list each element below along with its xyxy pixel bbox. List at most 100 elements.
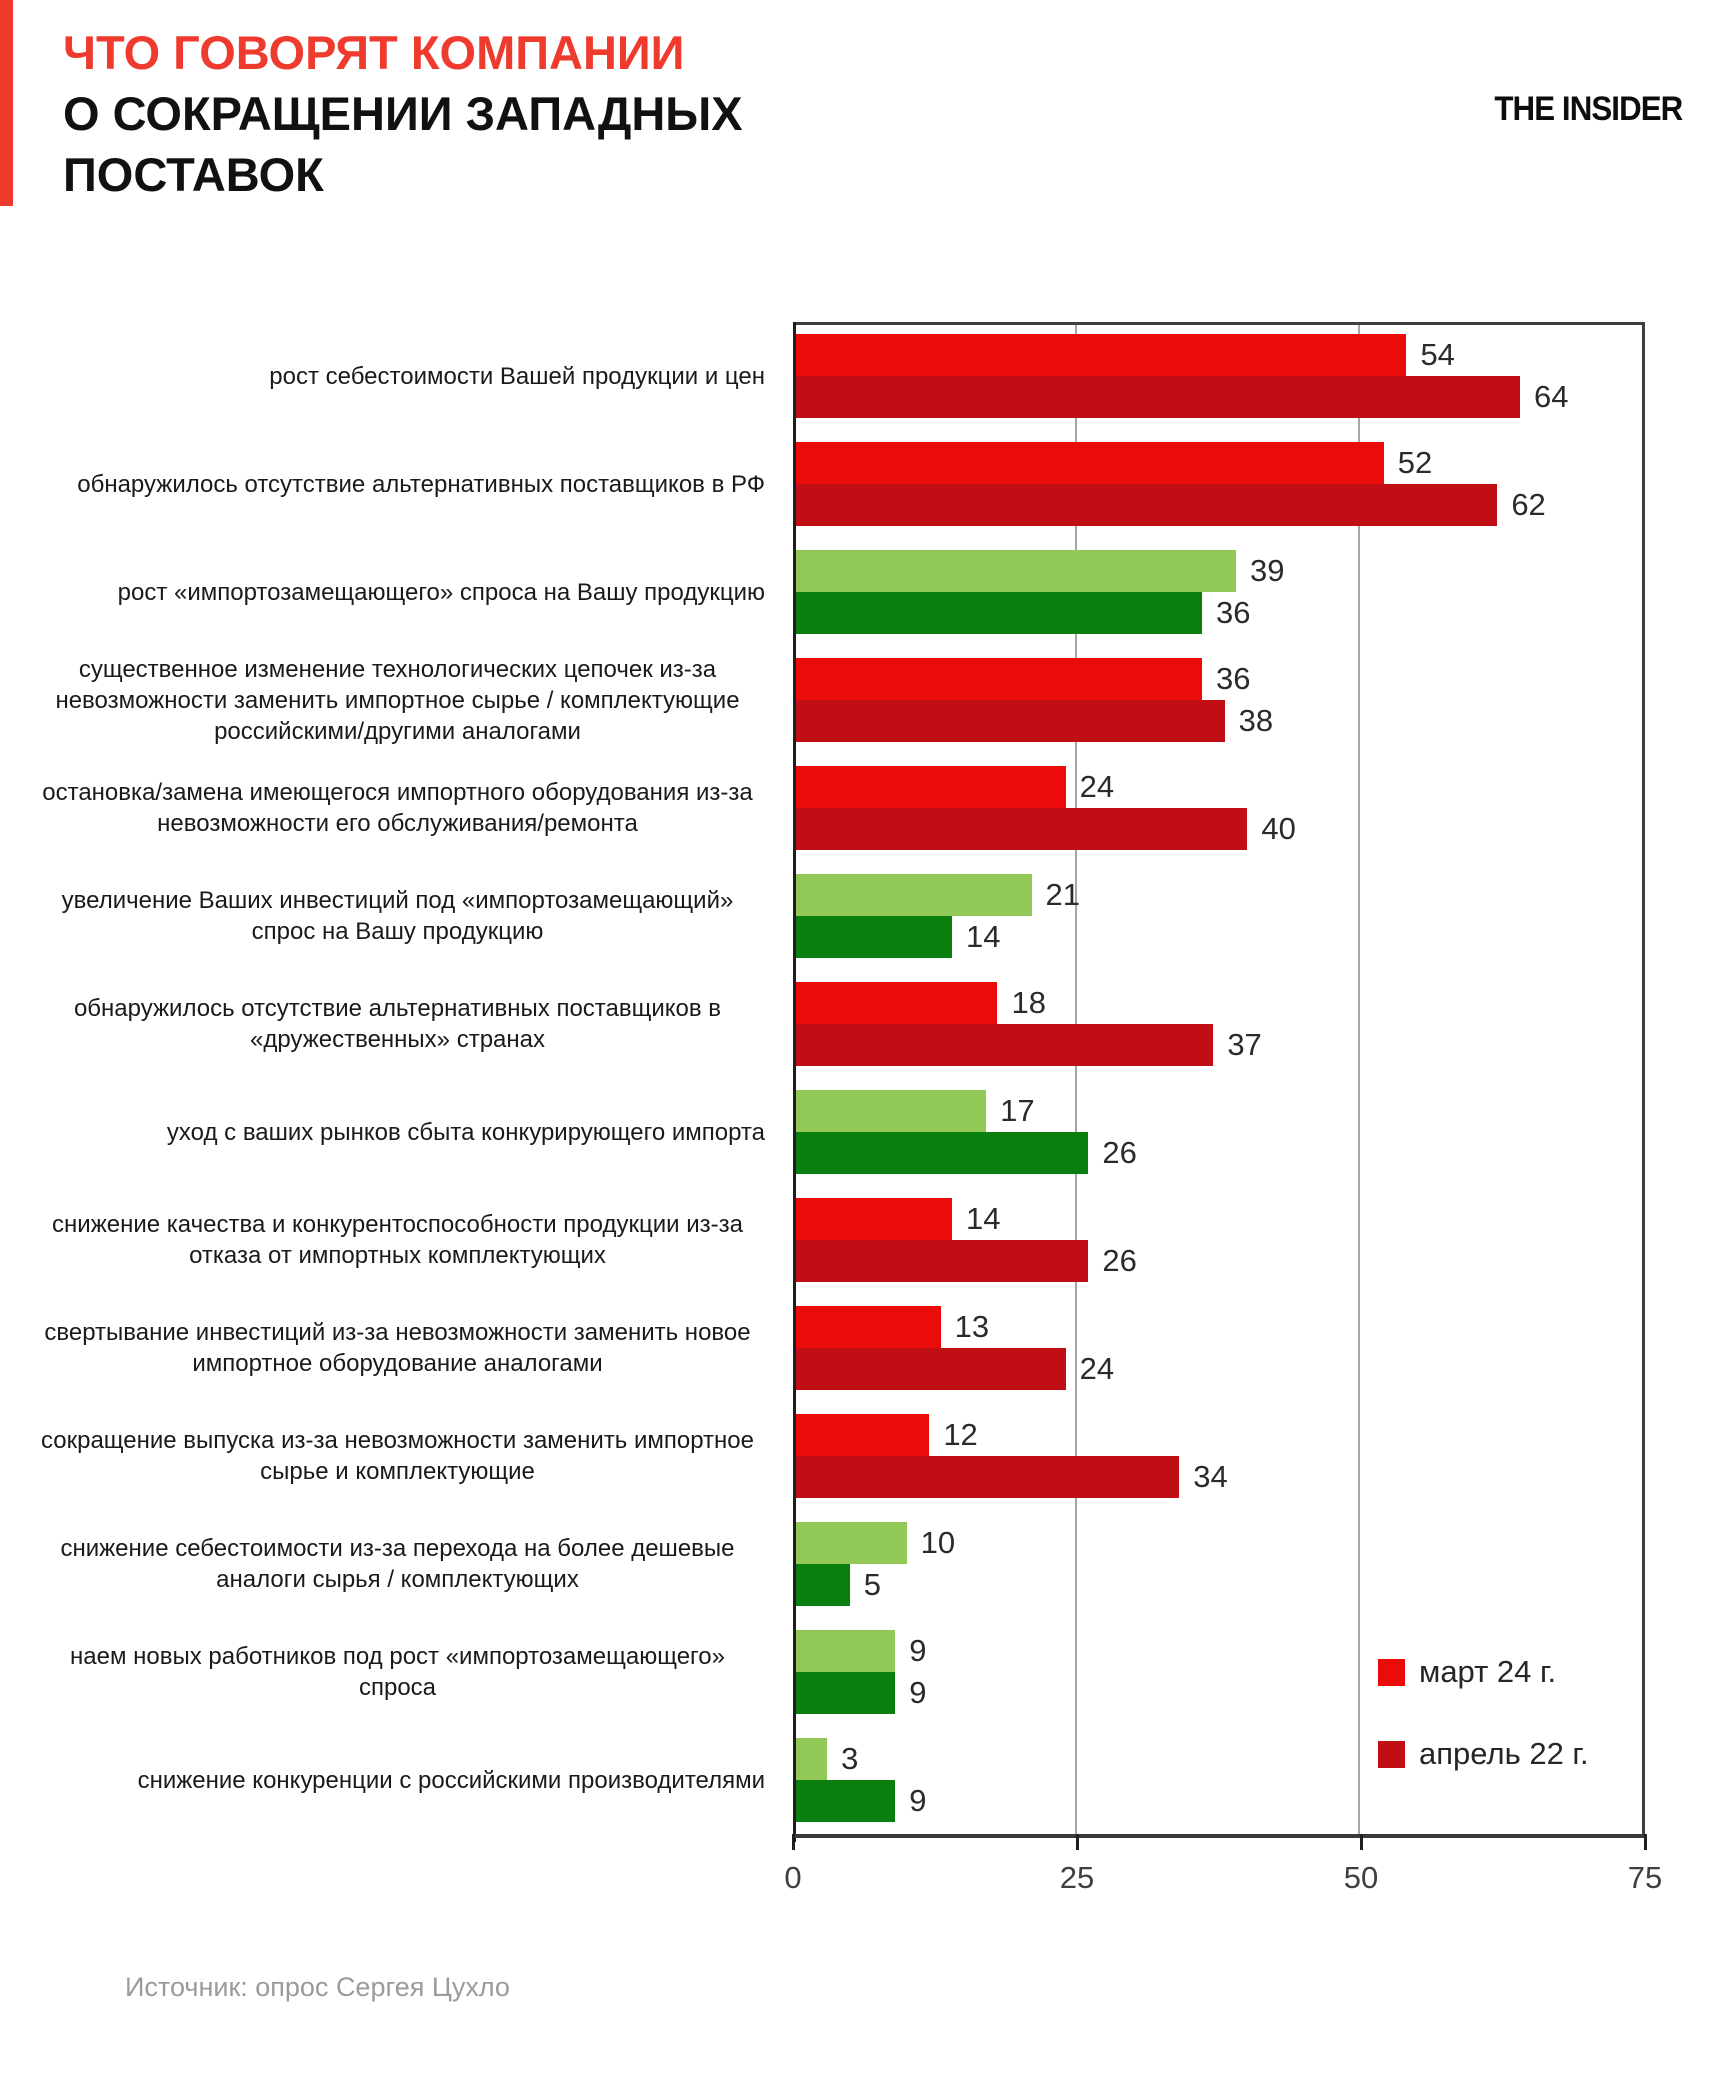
bar-march-24 [793,1198,953,1240]
bar-march-24 [793,1630,896,1672]
bars-cell: 12 34 [793,1402,1645,1510]
bar-value-label: 62 [1511,487,1546,522]
x-tick-mark-0 [792,1834,795,1850]
bar-march-24 [793,1522,907,1564]
bar-value-label: 37 [1227,1027,1262,1062]
category-label: остановка/замена имеющегося импортного о… [42,779,753,837]
bar-value-label: 10 [920,1525,956,1560]
bars-cell: 17 26 [793,1078,1645,1186]
bars-cell: 39 36 [793,538,1645,646]
chart-row: снижение качества и конкурентоспособност… [0,1186,1732,1294]
category-label: снижение конкуренции с российскими произ… [137,1766,765,1794]
category-label-cell: свертывание инвестиций из-за невозможнос… [0,1294,765,1402]
bar-march-24 [793,334,1407,376]
chart-row: увеличение Ваших инвестиций под «импорто… [0,862,1732,970]
x-axis-line [793,1834,1645,1838]
category-label-cell: рост «импортозамещающего» спроса на Вашу… [0,538,765,646]
bar-value-label: 38 [1238,703,1274,738]
bar-value-label: 21 [1045,877,1081,912]
bar-value-label: 3 [841,1741,859,1776]
category-label-cell: существенное изменение технологических ц… [0,646,765,754]
bar-march-24 [793,1306,941,1348]
plot-area [793,322,1645,1834]
bar-value-label: 18 [1011,985,1046,1020]
chart-row: обнаружилось отсутствие альтернативных п… [0,970,1732,1078]
the-insider-logo: THE INSIDER [1493,90,1683,128]
bar-value-label: 36 [1215,661,1251,696]
bar-march-24 [793,658,1202,700]
x-tick-label-50: 50 [1343,1860,1379,1895]
bar-march-24 [793,442,1384,484]
category-label: обнаружилось отсутствие альтернативных п… [73,995,722,1053]
bar-march-24 [793,982,998,1024]
chart-row: рост себестоимости Вашей продукции и цен… [0,322,1732,430]
bar-march-24 [793,874,1032,916]
x-tick-label-0: 0 [784,1860,802,1895]
bar-value-label: 39 [1250,553,1285,588]
x-tick-mark-75 [1644,1834,1647,1850]
bar-value-label: 17 [1000,1093,1035,1128]
category-label: снижение себестоимости из-за перехода на… [60,1535,735,1593]
category-label: снижение качества и конкурентоспособност… [52,1211,743,1269]
category-label: существенное изменение технологических ц… [55,655,740,745]
bar-value-label: 64 [1534,379,1569,414]
bar-value-label: 26 [1102,1135,1137,1170]
legend-swatch-april [1378,1740,1405,1768]
bar-value-label: 14 [966,919,1001,954]
chart-row: уход с ваших рынков сбыта конкурирующего… [0,1078,1732,1186]
category-label-cell: уход с ваших рынков сбыта конкурирующего… [0,1078,765,1186]
bar-april-22 [793,1672,896,1714]
x-tick-label-75: 75 [1627,1860,1663,1895]
bar-value-label: 5 [863,1567,882,1602]
bar-april-22 [793,1132,1089,1174]
x-tick-mark-25 [1076,1834,1079,1850]
category-label: увеличение Ваших инвестиций под «импорто… [61,887,734,945]
chart-row: остановка/замена имеющегося импортного о… [0,754,1732,862]
bar-april-22 [793,1240,1089,1282]
chart-rows: рост себестоимости Вашей продукции и цен… [0,322,1732,1834]
bars-cell: 24 40 [793,754,1645,862]
bars-cell: 13 24 [793,1294,1645,1402]
legend-swatch-march [1378,1658,1405,1686]
bar-march-24 [793,766,1066,808]
bar-value-label: 24 [1079,769,1115,804]
bar-april-22 [793,484,1498,526]
bar-value-label: 13 [954,1309,990,1344]
bar-april-22 [793,808,1248,850]
category-label-cell: увеличение Ваших инвестиций под «импорто… [0,862,765,970]
category-label: сокращение выпуска из-за невозможности з… [40,1427,754,1485]
bar-march-24 [793,1090,987,1132]
bar-value-label: 12 [943,1417,978,1452]
category-label: обнаружилось отсутствие альтернативных п… [77,470,765,498]
bar-march-24 [793,1738,828,1780]
bars-cell: 21 14 [793,862,1645,970]
gridline-50 [1357,325,1360,1834]
bar-april-22 [793,700,1225,742]
bar-march-24 [793,550,1237,592]
category-label: рост «импортозамещающего» спроса на Вашу… [117,578,765,606]
bars-cell: 18 37 [793,970,1645,1078]
source-note: Источник: опрос Сергея Цухло [125,1972,510,2002]
bar-april-22 [793,1348,1066,1390]
category-label-cell: рост себестоимости Вашей продукции и цен [0,322,765,430]
bar-value-label: 34 [1193,1459,1228,1494]
chart-row: обнаружилось отсутствие альтернативных п… [0,430,1732,538]
accent-bar [0,0,13,206]
category-label: рост себестоимости Вашей продукции и цен [269,362,765,390]
category-label: уход с ваших рынков сбыта конкурирующего… [166,1118,765,1146]
bar-value-label: 54 [1420,337,1455,372]
category-label: наем новых работников под рост «импортоз… [70,1643,725,1701]
bar-value-label: 14 [966,1201,1001,1236]
chart-row: рост «импортозамещающего» спроса на Вашу… [0,538,1732,646]
bar-april-22 [793,376,1521,418]
chart-row: существенное изменение технологических ц… [0,646,1732,754]
category-label: свертывание инвестиций из-за невозможнос… [44,1319,751,1377]
page-title-line1: ЧТО ГОВОРЯТ КОМПАНИИ [63,26,685,79]
category-label-cell: сокращение выпуска из-за невозможности з… [0,1402,765,1510]
bar-value-label: 26 [1102,1243,1137,1278]
page-title-line2: О СОКРАЩЕНИИ ЗАПАДНЫХ ПОСТАВОК [63,87,743,201]
legend-item-march: март 24 г. [1378,1654,1589,1690]
bar-chart: рост себестоимости Вашей продукции и цен… [0,322,1732,1922]
